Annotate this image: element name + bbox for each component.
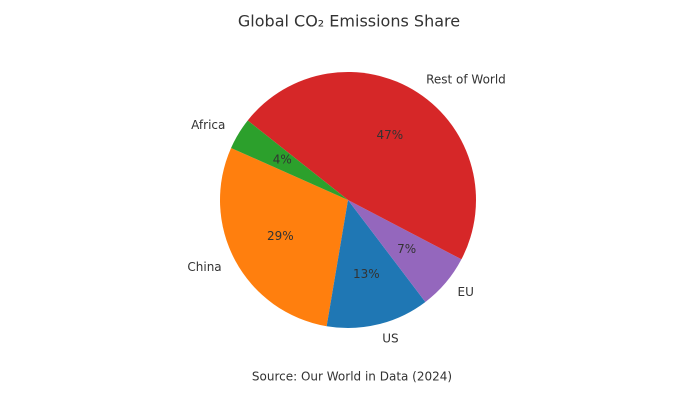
value-label: 47%	[376, 128, 403, 142]
pie-slice	[247, 72, 476, 260]
slice-label: China	[187, 260, 221, 274]
value-label: 29%	[267, 229, 294, 243]
pie-slice	[220, 147, 348, 327]
value-label: 7%	[397, 242, 416, 256]
chart-title: Global CO₂ Emissions Share	[238, 12, 460, 31]
value-label: 13%	[353, 267, 380, 281]
value-label: 4%	[273, 153, 292, 167]
slice-label: Rest of World	[426, 72, 506, 86]
pie-slice	[326, 200, 426, 328]
source-note: Source: Our World in Data (2024)	[252, 370, 452, 384]
pie-slice	[348, 200, 462, 302]
slice-label: US	[382, 332, 398, 346]
slice-label: Africa	[191, 118, 225, 132]
slice-label: EU	[457, 285, 473, 299]
pie-slice	[231, 120, 348, 200]
